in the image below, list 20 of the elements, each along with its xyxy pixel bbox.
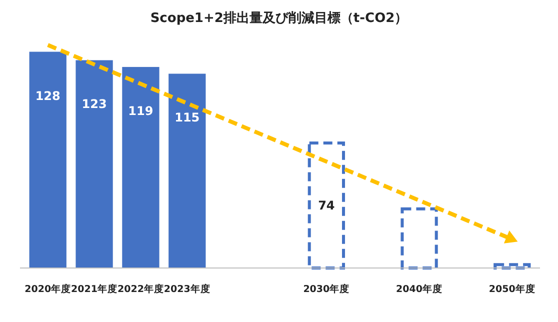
bar bbox=[308, 141, 345, 270]
data-label: 115 bbox=[174, 110, 200, 125]
x-tick-label: 2023年度 bbox=[164, 283, 210, 295]
bar bbox=[29, 52, 66, 268]
x-tick-label: 2021年度 bbox=[71, 283, 118, 295]
x-tick-label: 2030年度 bbox=[303, 283, 350, 295]
bar bbox=[122, 66, 160, 268]
x-tick-label: 2050年度 bbox=[488, 283, 536, 295]
data-label: 74 bbox=[318, 198, 335, 212]
x-tick-label: 2020年度 bbox=[24, 283, 72, 295]
chart-title: Scope1+2排出量及び削減目標（t-CO2） bbox=[150, 11, 408, 26]
bar bbox=[168, 74, 206, 268]
data-label: 128 bbox=[35, 88, 60, 103]
x-tick-label: 2040年度 bbox=[396, 283, 443, 295]
bar bbox=[494, 263, 531, 270]
data-label: 119 bbox=[128, 104, 154, 118]
data-label: 123 bbox=[82, 97, 107, 112]
bar bbox=[76, 60, 113, 268]
x-tick-label: 2022年度 bbox=[117, 283, 164, 295]
bar bbox=[400, 207, 438, 270]
